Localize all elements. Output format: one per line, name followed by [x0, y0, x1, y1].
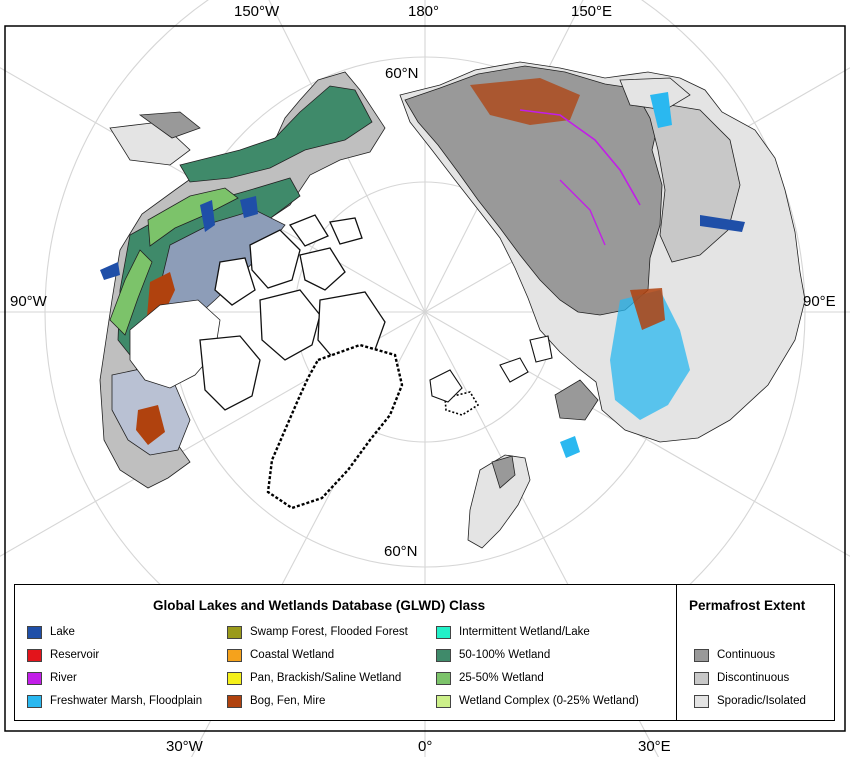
legend-label-coastal-wetland: Coastal Wetland	[250, 649, 335, 661]
legend-label-reservoir: Reservoir	[50, 649, 100, 661]
legend-item-discontinuous: Discontinuous	[694, 670, 789, 686]
glwd-legend: Global Lakes and Wetlands Database (GLWD…	[14, 584, 677, 721]
legend-label-intermittent-wetland: Intermittent Wetland/Lake	[459, 626, 590, 638]
legend-label-wetland-complex: Wetland Complex (0-25% Wetland)	[459, 695, 639, 707]
wetland-complex-swatch	[436, 694, 451, 708]
wetland-50-100-swatch	[436, 648, 451, 662]
legend-item-coastal-wetland: Coastal Wetland	[227, 647, 334, 663]
longitude-label-150e: 150°E	[571, 3, 613, 20]
legend-item-sporadic: Sporadic/Isolated	[694, 693, 806, 709]
discontinuous-swatch	[694, 671, 709, 685]
intermittent-wetland-swatch	[436, 625, 451, 639]
map-frame	[4, 25, 846, 732]
longitude-label-0: 0°	[418, 738, 433, 755]
legend-label-pan-saline: Pan, Brackish/Saline Wetland	[250, 672, 402, 684]
wetland-25-50-swatch	[436, 671, 451, 685]
lake-swatch	[27, 625, 42, 639]
legend-item-pan-saline: Pan, Brackish/Saline Wetland	[227, 670, 401, 686]
iceland	[444, 391, 480, 416]
glwd-legend-title: Global Lakes and Wetlands Database (GLWD…	[153, 598, 486, 613]
longitude-label-180: 180°	[408, 3, 440, 20]
latitude-label-60n-bottom: 60°N	[384, 543, 418, 560]
continuous-swatch	[694, 648, 709, 662]
swamp-forest-swatch	[227, 625, 242, 639]
longitude-label-30e: 30°E	[638, 738, 671, 755]
greenland	[266, 343, 404, 510]
river-swatch	[27, 671, 42, 685]
coastal-wetland-swatch	[227, 648, 242, 662]
legend-item-freshwater-marsh: Freshwater Marsh, Floodplain	[27, 693, 202, 709]
legend-item-river: River	[27, 670, 77, 686]
legend-label-discontinuous: Discontinuous	[717, 672, 790, 684]
legend-item-bog-fen-mire: Bog, Fen, Mire	[227, 693, 325, 709]
sporadic-swatch	[694, 694, 709, 708]
eurasia-landmass	[399, 61, 806, 443]
legend-label-river: River	[50, 672, 77, 684]
bog-fen-mire-swatch	[227, 694, 242, 708]
legend-label-lake: Lake	[50, 626, 75, 638]
legend-label-sporadic: Sporadic/Isolated	[717, 695, 806, 707]
legend-item-continuous: Continuous	[694, 647, 775, 663]
legend-item-50-100-wetland: 50-100% Wetland	[436, 647, 550, 663]
legend-label-freshwater-marsh: Freshwater Marsh, Floodplain	[50, 695, 203, 707]
longitude-label-90w: 90°W	[10, 293, 47, 310]
north-america-landmass	[99, 71, 386, 489]
latitude-label-60n-top: 60°N	[385, 65, 419, 82]
freshwater-marsh-swatch	[27, 694, 42, 708]
pan-saline-swatch	[227, 671, 242, 685]
legend-item-wetland-complex: Wetland Complex (0-25% Wetland)	[436, 693, 639, 709]
permafrost-legend-title: Permafrost Extent	[689, 598, 806, 613]
legend-label-50-100-wetland: 50-100% Wetland	[459, 649, 551, 661]
longitude-label-90e: 90°E	[803, 293, 836, 310]
legend-label-swamp-forest: Swamp Forest, Flooded Forest	[250, 626, 408, 638]
arctic-islands	[429, 335, 553, 403]
legend-item-25-50-wetland: 25-50% Wetland	[436, 670, 544, 686]
legend-item-swamp-forest: Swamp Forest, Flooded Forest	[227, 624, 408, 640]
legend-label-25-50-wetland: 25-50% Wetland	[459, 672, 544, 684]
reservoir-swatch	[27, 648, 42, 662]
scandinavia	[467, 436, 580, 549]
legend-item-reservoir: Reservoir	[27, 647, 99, 663]
longitude-label-150w: 150°W	[234, 3, 280, 20]
legend-label-bog-fen-mire: Bog, Fen, Mire	[250, 695, 326, 707]
longitude-label-30w: 30°W	[166, 738, 203, 755]
permafrost-legend: Permafrost Extent Continuous Discontinuo…	[676, 584, 835, 721]
legend-label-continuous: Continuous	[717, 649, 776, 661]
legend-item-lake: Lake	[27, 624, 75, 640]
legend-item-intermittent-wetland: Intermittent Wetland/Lake	[436, 624, 590, 640]
